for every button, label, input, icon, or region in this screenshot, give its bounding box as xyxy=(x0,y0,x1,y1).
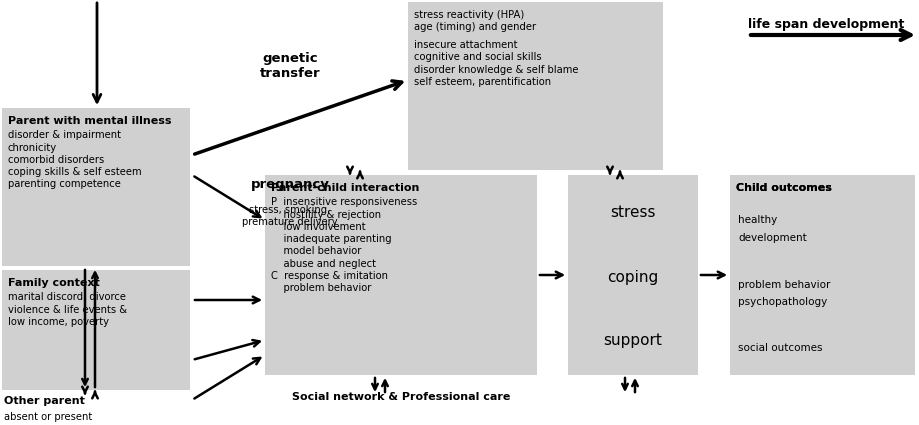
Text: Parent with mental illness: Parent with mental illness xyxy=(8,116,171,126)
Text: marital discord, divorce: marital discord, divorce xyxy=(8,292,126,303)
Text: pregnancy: pregnancy xyxy=(250,178,329,191)
Text: self esteem, parentification: self esteem, parentification xyxy=(414,77,550,87)
Text: abuse and neglect: abuse and neglect xyxy=(271,258,376,269)
Text: model behavior: model behavior xyxy=(271,246,361,256)
FancyBboxPatch shape xyxy=(407,2,663,170)
Text: stress reactivity (HPA): stress reactivity (HPA) xyxy=(414,10,524,20)
Text: support: support xyxy=(603,333,662,348)
Text: Child outcomes: Child outcomes xyxy=(735,183,831,193)
Text: parenting competence: parenting competence xyxy=(8,179,120,190)
Text: social outcomes: social outcomes xyxy=(737,343,822,353)
FancyBboxPatch shape xyxy=(265,175,537,375)
Text: disorder & impairment: disorder & impairment xyxy=(8,130,121,140)
Text: C  response & imitation: C response & imitation xyxy=(271,271,388,281)
Text: stress, smoking,
premature delivery: stress, smoking, premature delivery xyxy=(242,205,337,227)
Text: chronicity: chronicity xyxy=(8,143,57,153)
Text: healthy: healthy xyxy=(737,215,777,225)
FancyBboxPatch shape xyxy=(2,270,190,390)
Text: comorbid disorders: comorbid disorders xyxy=(8,155,104,165)
Text: cognitive and social skills: cognitive and social skills xyxy=(414,52,541,62)
Text: hostility & rejection: hostility & rejection xyxy=(271,210,380,220)
FancyBboxPatch shape xyxy=(729,175,914,375)
Text: Child outcomes: Child outcomes xyxy=(735,183,831,193)
Text: stress: stress xyxy=(609,205,655,220)
Text: problem behavior: problem behavior xyxy=(737,280,830,290)
Text: Social network & Professional care: Social network & Professional care xyxy=(291,392,510,402)
Text: absent or present: absent or present xyxy=(4,412,92,422)
Text: age (timing) and gender: age (timing) and gender xyxy=(414,22,536,32)
Text: development: development xyxy=(737,233,806,243)
FancyBboxPatch shape xyxy=(2,108,190,266)
Text: disorder knowledge & self blame: disorder knowledge & self blame xyxy=(414,65,578,75)
Text: coping skills & self esteem: coping skills & self esteem xyxy=(8,167,142,177)
Text: violence & life events &: violence & life events & xyxy=(8,305,127,314)
Text: coping: coping xyxy=(607,270,658,285)
Text: life span development: life span development xyxy=(747,18,903,31)
Text: Parent-child interaction: Parent-child interaction xyxy=(271,183,419,193)
FancyBboxPatch shape xyxy=(567,175,698,375)
Text: problem behavior: problem behavior xyxy=(271,283,371,293)
Text: genetic
transfer: genetic transfer xyxy=(259,52,320,80)
Text: Family context: Family context xyxy=(8,278,99,288)
Text: P  insensitive responsiveness: P insensitive responsiveness xyxy=(271,197,417,207)
Text: low income, poverty: low income, poverty xyxy=(8,317,108,327)
Text: psychopathology: psychopathology xyxy=(737,297,826,307)
Text: Other parent: Other parent xyxy=(4,396,85,406)
Text: insecure attachment: insecure attachment xyxy=(414,40,517,50)
Text: inadequate parenting: inadequate parenting xyxy=(271,234,391,244)
Text: low involvement: low involvement xyxy=(271,222,365,232)
